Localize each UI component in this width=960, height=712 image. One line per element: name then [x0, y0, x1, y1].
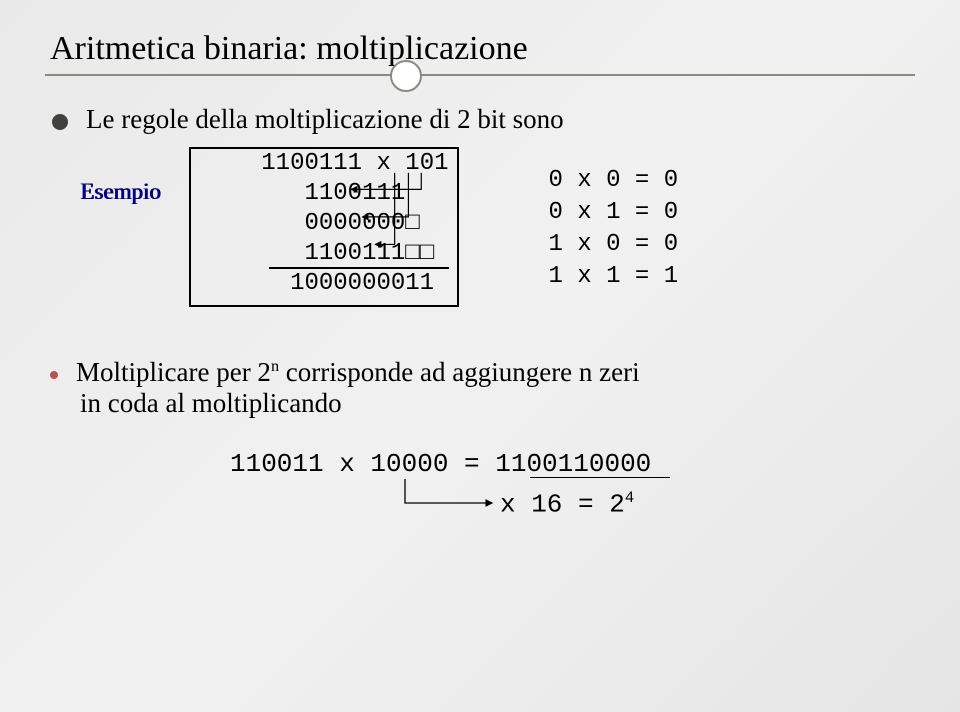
multiplication-box: 1100111 x 101 1100111 0000000□ 1100111□□… [189, 147, 459, 307]
lower-text-1b: corrisponde ad aggiungere n zeri [279, 357, 640, 387]
power-of-two-example: 110011 x 10000 = 1100110000 x 16 = 24 [230, 449, 910, 520]
ex2-sup: 4 [625, 489, 634, 507]
ex2-line2a: x 16 = 2 [500, 490, 625, 520]
dot-icon [50, 371, 58, 379]
calc-row-4: 1100111□□ [199, 239, 449, 269]
calc-row-5: 1000000011 [199, 269, 449, 299]
rule-row: 0 x 1 = 0 [549, 197, 679, 229]
intro-bullet: Le regole della moltiplicazione di 2 bit… [52, 104, 910, 135]
rule-row: 0 x 0 = 0 [549, 165, 679, 197]
slide-title: Aritmetica binaria: moltiplicazione [50, 30, 910, 68]
intro-text: Le regole della moltiplicazione di 2 bit… [86, 104, 564, 135]
calc-row-1: 1100111 x 101 [199, 149, 449, 179]
lower-sup: n [271, 357, 279, 375]
calc-row-2: 1100111 [199, 179, 449, 209]
esempio-label: Esempio [80, 179, 161, 205]
title-divider [45, 74, 915, 76]
truth-table: 0 x 0 = 0 0 x 1 = 0 1 x 0 = 0 1 x 1 = 1 [549, 165, 679, 293]
rule-row: 1 x 1 = 1 [549, 261, 679, 293]
lower-bullet: Moltiplicare per 2n corrisponde ad aggiu… [50, 357, 910, 419]
ex2-line1: 110011 x 10000 = 1100110000 [230, 449, 910, 479]
ex2-underline [530, 477, 670, 478]
rule-row: 1 x 0 = 0 [549, 229, 679, 261]
bullet-icon [52, 114, 68, 130]
lower-text-2: in coda al moltiplicando [80, 388, 910, 419]
calc-row-3: 0000000□ [199, 209, 449, 239]
lower-text-1: Moltiplicare per 2 [76, 357, 271, 387]
